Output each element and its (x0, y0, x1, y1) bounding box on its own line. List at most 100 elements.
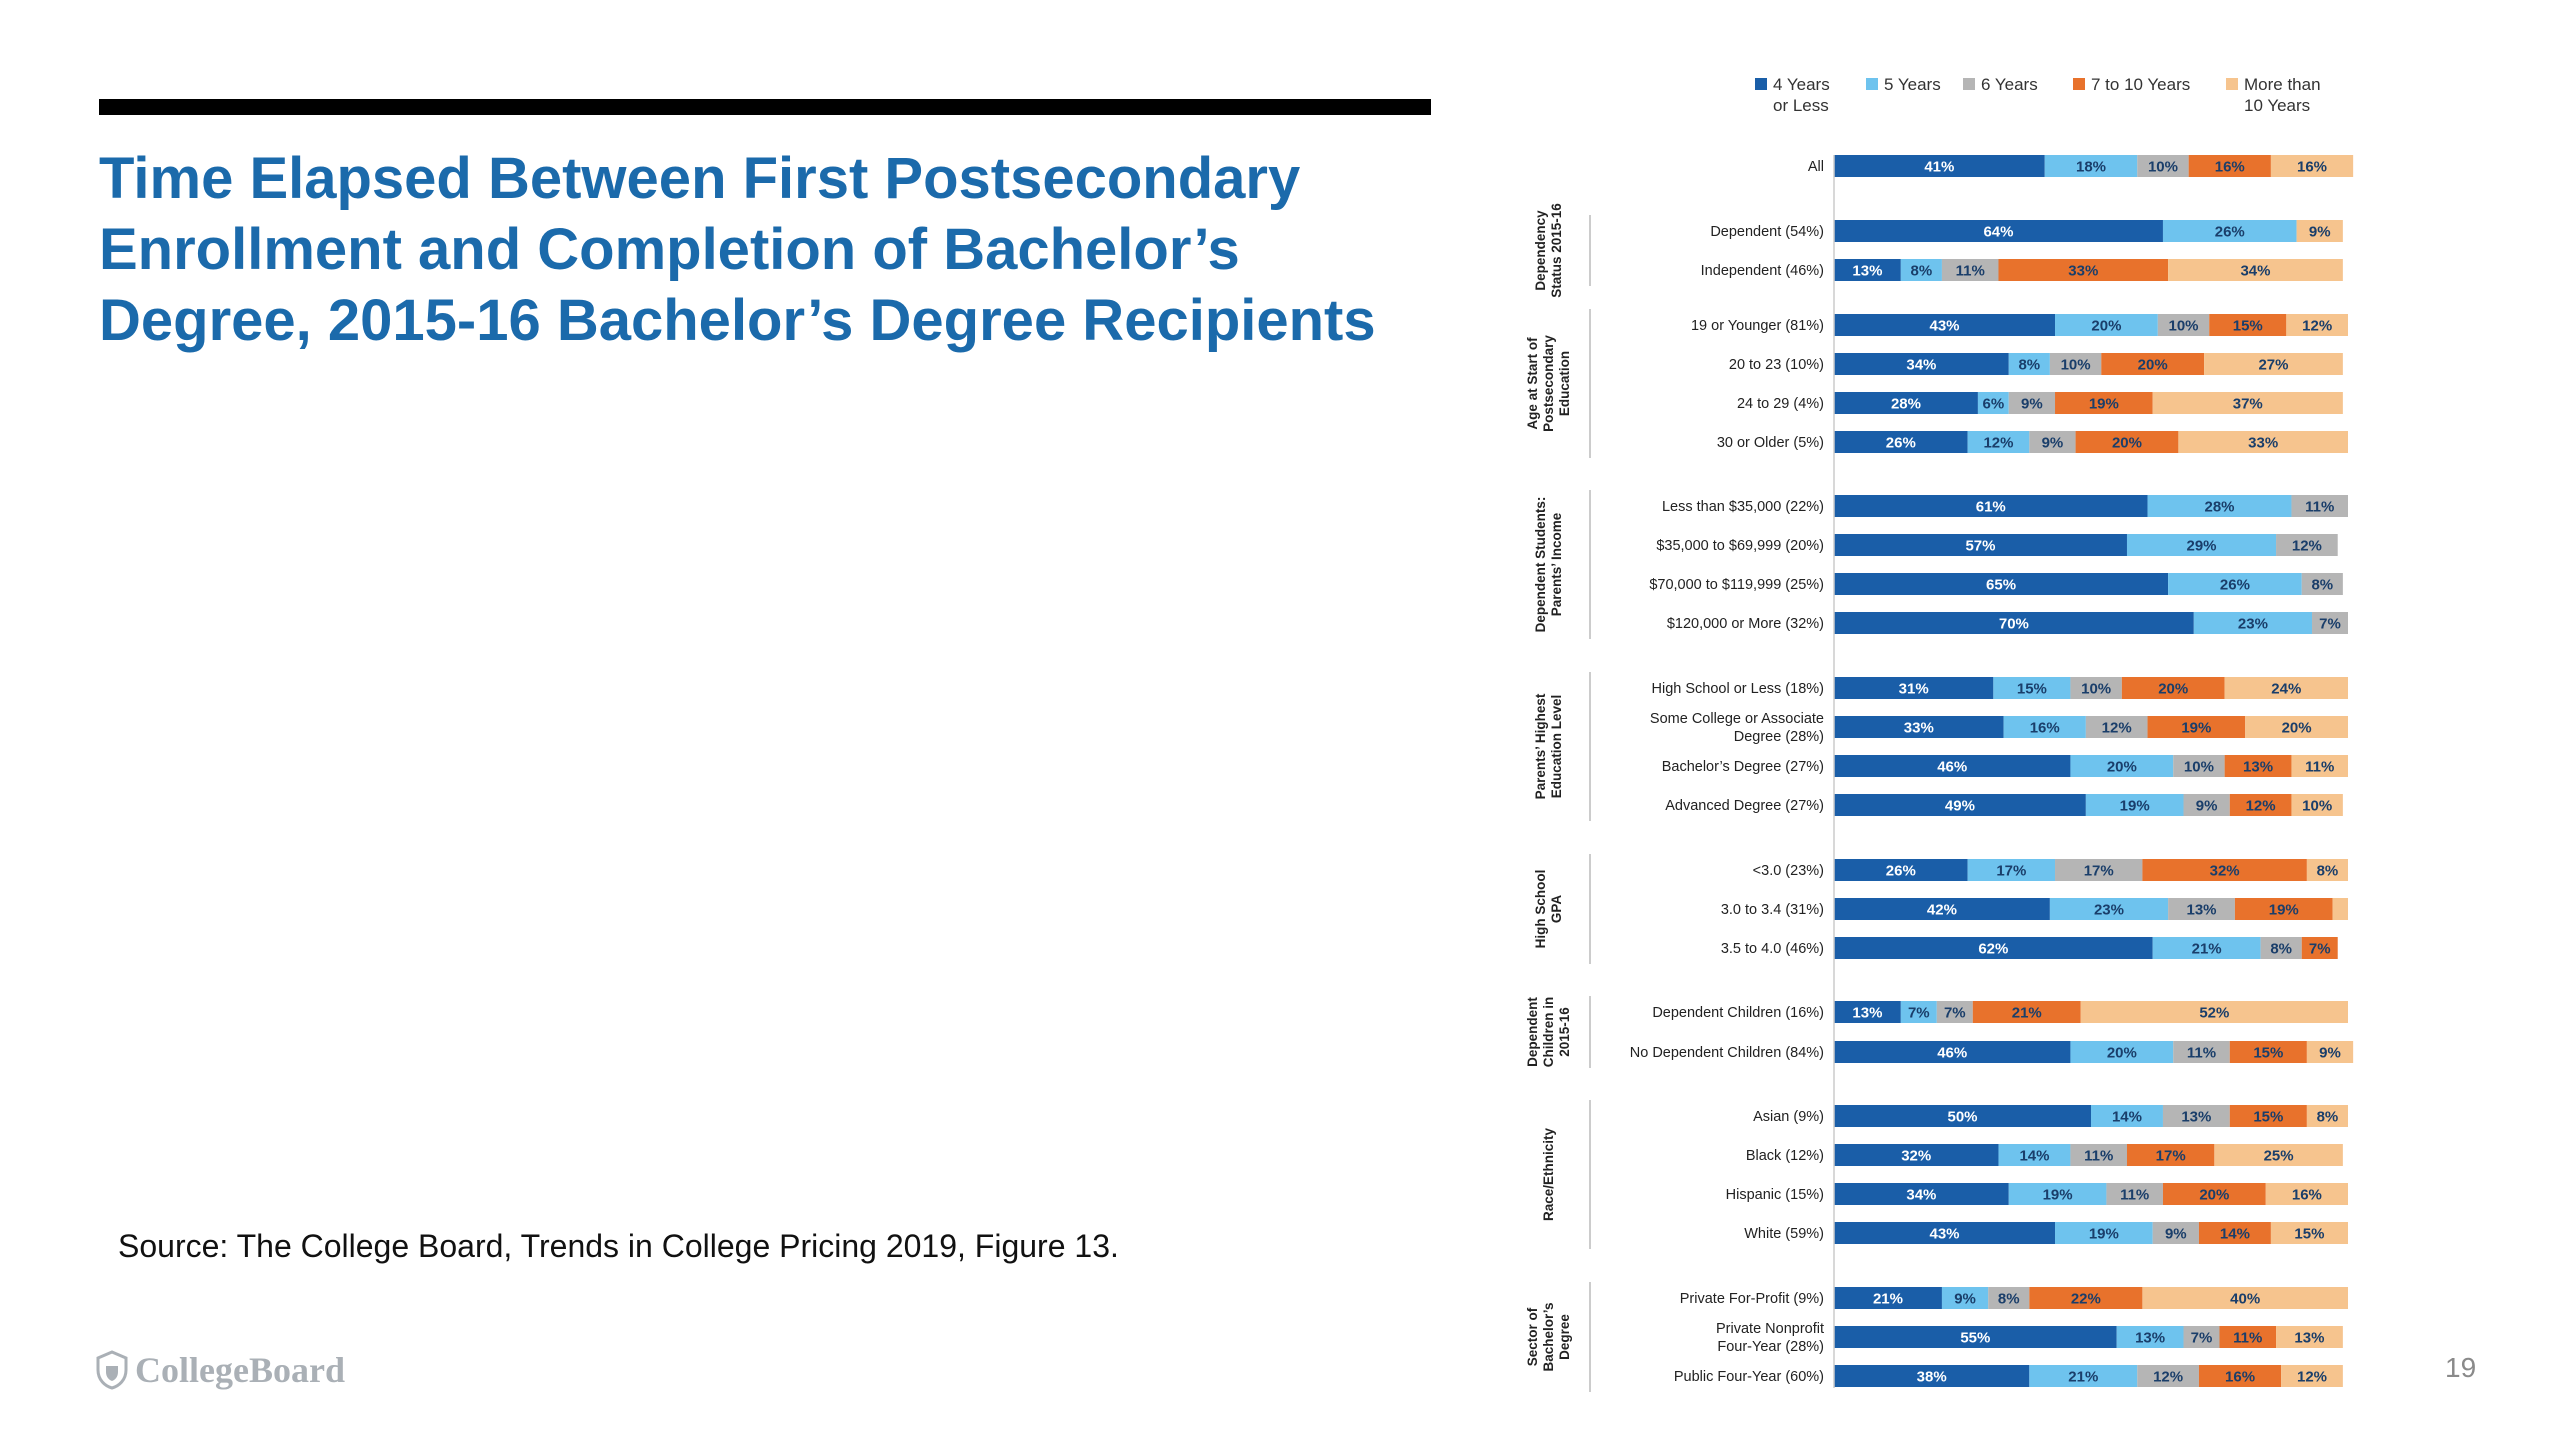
bar-segment (1998, 259, 2169, 281)
data-label: 62% (1978, 941, 2008, 958)
bar-segment (2070, 1041, 2174, 1063)
bar-segment (2229, 794, 2292, 816)
bar-segment (1834, 1183, 2009, 1205)
bar-segment (2229, 1041, 2307, 1063)
bar-segment (2332, 898, 2348, 920)
bar-segment (2070, 677, 2122, 699)
group-label: Parents’ Highest (1533, 693, 1548, 799)
bar-segment (1834, 1144, 1999, 1166)
bar-segment (1972, 1001, 2081, 1023)
data-label: 19% (2089, 1226, 2119, 1243)
bar-segment (2291, 495, 2348, 517)
bar-segment (2029, 1287, 2143, 1309)
group-label: GPA (1549, 895, 1564, 924)
bar-segment (1834, 794, 2086, 816)
data-label: 9% (2021, 396, 2043, 413)
bar-segment (2044, 155, 2138, 177)
data-label: 13% (1852, 1005, 1882, 1022)
source-note: Source: The College Board, Trends in Col… (118, 1228, 1119, 1264)
data-label: 57% (1965, 538, 1995, 555)
bar-segment (2121, 677, 2225, 699)
data-label: 16% (2215, 159, 2245, 176)
bar-segment (2168, 259, 2343, 281)
data-label: 7% (1908, 1005, 1930, 1022)
row-label: <3.0 (23%) (1753, 863, 1824, 879)
data-label: 23% (2238, 616, 2268, 633)
row-label: 20 to 23 (10%) (1729, 357, 1824, 373)
group-label: 2015-16 (1557, 1007, 1572, 1057)
bar-segment (2147, 495, 2292, 517)
data-label: 7% (1944, 1005, 1966, 1022)
bar-segment (2055, 392, 2153, 414)
group-label: Bachelor’s (1541, 1302, 1556, 1371)
data-label: 55% (1960, 1330, 1990, 1347)
bar-segment (2173, 1041, 2230, 1063)
bar-segment (2312, 612, 2348, 634)
bar-segment (1834, 1326, 2117, 1348)
bar-segment (1834, 1105, 2091, 1127)
data-label: 52% (2199, 1005, 2229, 1022)
group-label: Dependent (1525, 997, 1540, 1067)
data-label: 28% (2204, 499, 2234, 516)
bar-segment (2291, 794, 2343, 816)
data-label: 12% (2297, 1369, 2327, 1386)
bar-segment (1900, 1001, 1937, 1023)
row-label: White (59%) (1744, 1226, 1824, 1242)
data-label: 27% (2258, 357, 2288, 374)
bar-segment (2162, 1183, 2266, 1205)
bar-segment (1834, 716, 2004, 738)
data-label: 18% (2076, 159, 2106, 176)
data-label: 20% (2091, 318, 2121, 335)
data-label: 8% (2270, 941, 2292, 958)
data-label: 11% (2187, 1045, 2216, 1062)
data-label: 11% (1956, 263, 1985, 280)
bar-segment (2224, 755, 2292, 777)
data-label: 7% (2309, 941, 2331, 958)
data-label: 25% (2264, 1148, 2294, 1165)
data-label: 24% (2271, 681, 2301, 698)
data-label: 10% (2081, 681, 2111, 698)
data-label: 9% (2042, 435, 2064, 452)
data-label: 8% (1998, 1291, 2020, 1308)
group-label: Dependent Students: (1533, 497, 1548, 633)
bar-segment (1967, 859, 2056, 881)
row-label: 3.0 to 3.4 (31%) (1721, 902, 1824, 918)
data-label: 11% (2305, 759, 2334, 776)
row-label: 19 or Younger (81%) (1691, 318, 1824, 334)
data-label: 12% (1983, 435, 2013, 452)
bar-segment (2204, 353, 2343, 375)
bar-segment (1998, 1144, 2071, 1166)
bar-segment (1834, 937, 2153, 959)
bar-segment (2085, 716, 2148, 738)
bar-segment (2209, 314, 2287, 336)
bar-segment (2173, 755, 2225, 777)
bar-segment (2049, 353, 2102, 375)
row-label: Hispanic (15%) (1726, 1187, 1824, 1203)
bar-segment (2116, 1326, 2184, 1348)
data-label: 12% (2292, 538, 2322, 555)
bar-segment (1941, 259, 1999, 281)
data-label: 20% (2107, 1045, 2137, 1062)
bar-segment (2229, 1105, 2307, 1127)
row-label: $70,000 to $119,999 (25%) (1649, 577, 1824, 593)
bar-segment (2152, 937, 2261, 959)
row-label: 3.5 to 4.0 (46%) (1721, 941, 1824, 957)
legend-label: 4 Years (1773, 75, 1830, 94)
data-label: 19% (2269, 902, 2299, 919)
bar-segment (2091, 1105, 2163, 1127)
data-label: 11% (2305, 499, 2334, 516)
chart-legend: 4 Years or Less 5 Years 6 Years 7 to 10 Year… (1755, 75, 2321, 115)
legend-swatch (1866, 78, 1878, 90)
row-label: Dependent Children (16%) (1652, 1005, 1824, 1021)
bar-segment (2162, 1105, 2230, 1127)
data-label: 16% (2030, 720, 2060, 737)
data-label: 15% (2294, 1226, 2324, 1243)
data-label: 14% (2112, 1109, 2142, 1126)
bar-segment (2142, 1287, 2348, 1309)
row-label: Less than $35,000 (22%) (1662, 499, 1824, 515)
data-label: 28% (1891, 396, 1921, 413)
bar-segment (1834, 155, 2045, 177)
bars: 41% 18% 10% 16% 16% 64% 26% 9% 13% 8% 11% 33% 34% 43%… (1834, 155, 2354, 1387)
bar-segment (2224, 677, 2348, 699)
